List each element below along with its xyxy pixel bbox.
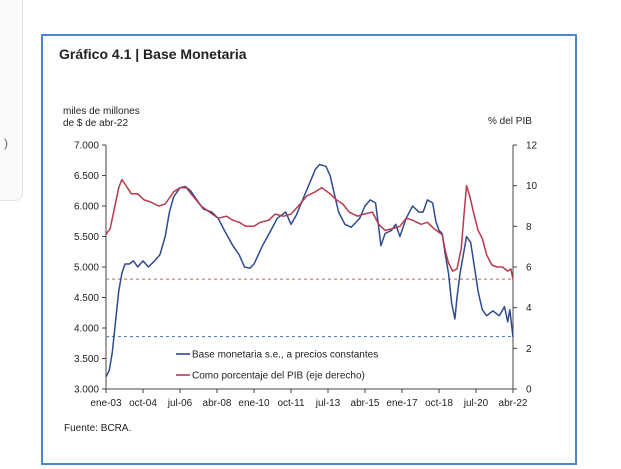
- right-tick-label: 2: [526, 344, 532, 355]
- left-tick-label: 6.000: [74, 202, 99, 213]
- left-tick-label: 4.000: [74, 324, 99, 335]
- left-axis-label-line-2: de $ de abr-22: [63, 118, 129, 129]
- background-panel: ): [0, 0, 23, 201]
- right-tick-label: 6: [526, 263, 532, 274]
- legend-label: Como porcentaje del PIB (eje derecho): [192, 371, 365, 382]
- x-tick-label: ene-10: [238, 398, 270, 409]
- panel-edge-glyph: ): [4, 136, 8, 150]
- left-tick-label: 3.500: [74, 354, 99, 365]
- left-axis-label: miles de millones de $ de abr-22: [63, 106, 140, 130]
- right-tick-label: 10: [526, 181, 538, 192]
- left-tick-label: 7.000: [74, 141, 99, 152]
- right-tick-label: 0: [526, 385, 532, 396]
- right-tick-label: 8: [526, 222, 532, 233]
- x-tick-label: oct-18: [425, 398, 453, 409]
- right-tick-label: 4: [526, 303, 532, 314]
- x-tick-label: oct-11: [277, 398, 304, 409]
- left-tick-label: 5.000: [74, 263, 99, 274]
- x-tick-label: jul-20: [463, 398, 489, 409]
- right-tick-label: 12: [526, 141, 538, 152]
- x-tick-label: ene-17: [386, 398, 418, 409]
- chart-card: [41, 34, 577, 465]
- x-tick-label: ene-03: [90, 398, 122, 409]
- left-tick-label: 3.000: [74, 385, 99, 396]
- left-tick-label: 5.500: [74, 232, 99, 243]
- series-line-pct-pib: [105, 178, 514, 280]
- x-tick-label: abr-08: [203, 398, 232, 409]
- x-tick-label: jul-13: [315, 398, 341, 409]
- x-tick-label: abr-22: [499, 398, 528, 409]
- right-axis-label: % del PIB: [488, 116, 532, 127]
- legend-label: Base monetaria s.e., a precios constante…: [192, 350, 378, 361]
- series-line-base-monetaria: [105, 163, 514, 378]
- x-tick-label: oct-04: [129, 398, 157, 409]
- left-tick-label: 4.500: [74, 293, 99, 304]
- left-axis-label-line-1: miles de millones: [63, 106, 140, 117]
- x-tick-label: abr-15: [351, 398, 380, 409]
- left-tick-label: 6.500: [74, 171, 99, 182]
- source-note: Fuente: BCRA.: [64, 423, 132, 434]
- chart-title: Gráfico 4.1 | Base Monetaria: [59, 46, 247, 62]
- x-tick-label: jul-06: [167, 398, 193, 409]
